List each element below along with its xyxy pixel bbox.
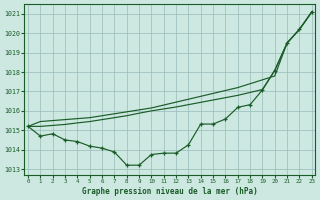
X-axis label: Graphe pression niveau de la mer (hPa): Graphe pression niveau de la mer (hPa) xyxy=(82,187,258,196)
